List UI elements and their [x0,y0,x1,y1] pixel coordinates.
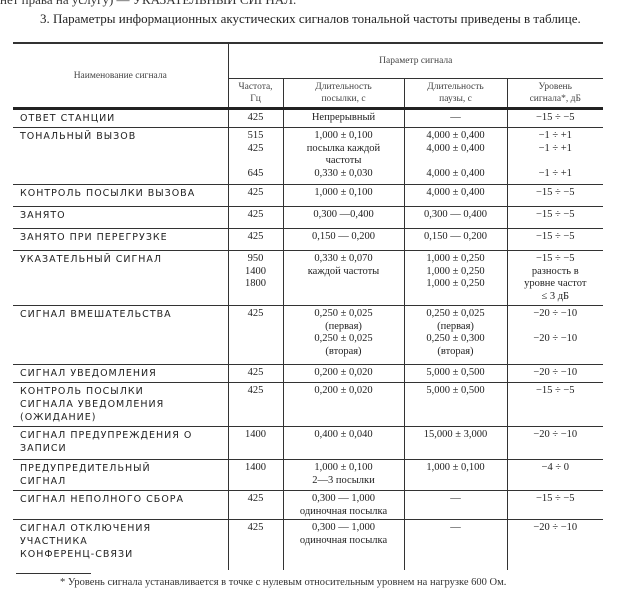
table-row: ОТВЕТ СТАНЦИИ 425 Непрерывный — −15 ÷ −5 [13,108,604,128]
signal-level-cell: −15 ÷ −5 [506,490,604,520]
pulse-duration-cell: 0,400 ± 0,040 [282,426,404,460]
frequency-cell: 425 [227,305,283,365]
signal-name-cell: ТОНАЛЬНЫЙ ВЫЗОВ [20,131,137,142]
pulse-duration-cell: 0,150 — 0,200 [282,228,404,251]
pause-duration-cell: — [403,519,507,570]
signal-level-cell: −15 ÷ −5 [506,382,604,427]
cut-off-previous-line: нет права на услугу) — УКАЗАТЕЛЬНЫЙ СИГН… [0,0,296,8]
header-frequency: Частота, Гц [227,78,283,110]
pulse-duration-cell: 0,250 ± 0,025 (первая) 0,250 ± 0,025 (вт… [282,305,404,365]
signal-name-cell: СИГНАЛ ПРЕДУПРЕЖДЕНИЯ О ЗАПИСИ [20,430,193,454]
pulse-duration-cell: 0,200 ± 0,020 [282,382,404,427]
header-pause-duration: Длительность паузы, с [403,78,507,110]
pause-duration-cell: 0,150 — 0,200 [403,228,507,251]
table-row: ЗАНЯТО 425 0,300 —0,400 0,300 — 0,400 −15 ÷ … [13,206,604,229]
table-row: СИГНАЛ НЕПОЛНОГО СБОРА 425 0,300 — 1,000 о… [13,490,604,520]
frequency-cell: 425 [227,490,283,520]
signal-level-cell: −15 ÷ −5 [506,184,604,207]
header-signal-parameter: Параметр сигнала [227,42,604,79]
frequency-cell: 425 [227,228,283,251]
table-row: ТОНАЛЬНЫЙ ВЫЗОВ 515 425 645 1,000 ± 0,100 … [13,127,604,185]
table-row: ПРЕДУПРЕДИТЕЛЬНЫЙ СИГНАЛ 1400 1,000 ± 0,10… [13,459,604,491]
signal-name-cell: УКАЗАТЕЛЬНЫЙ СИГНАЛ [20,254,163,265]
pause-duration-cell: 4,000 ± 0,400 [403,184,507,207]
signal-level-cell: −20 ÷ −10 [506,426,604,460]
frequency-cell: 515 425 645 [227,127,283,185]
pause-duration-cell: 4,000 ± 0,400 4,000 ± 0,400 4,000 ± 0,40… [403,127,507,185]
signal-level-cell: −15 ÷ −5 разность в уровне частот ≤ 3 дБ [506,250,604,306]
pause-duration-cell: 1,000 ± 0,100 [403,459,507,491]
signal-level-cell: −15 ÷ −5 [506,206,604,229]
pulse-duration-cell: 1,000 ± 0,100 2—3 посылки [282,459,404,491]
signal-level-cell: −15 ÷ −5 [506,108,604,128]
intro-paragraph: 3. Параметры информационных акустических… [40,11,581,26]
signal-name-cell: СИГНАЛ ОТКЛЮЧЕНИЯ УЧАСТНИКА КОНФЕРЕНЦ-СВ… [20,523,152,560]
frequency-cell: 425 [227,108,283,128]
signal-name-cell: ПРЕДУПРЕДИТЕЛЬНЫЙ СИГНАЛ [20,463,151,487]
header-signal-name: Наименование сигнала [13,42,228,110]
signal-level-cell: −15 ÷ −5 [506,228,604,251]
pause-duration-cell: — [403,108,507,128]
pause-duration-cell: 1,000 ± 0,250 1,000 ± 0,250 1,000 ± 0,25… [403,250,507,306]
footnote: * Уровень сигнала устанавливается в точк… [60,577,507,588]
pulse-duration-cell: 0,300 —0,400 [282,206,404,229]
table-row: СИГНАЛ УВЕДОМЛЕНИЯ 425 0,200 ± 0,020 5,000 … [13,364,604,383]
frequency-cell: 425 [227,382,283,427]
pause-duration-cell: 5,000 ± 0,500 [403,364,507,383]
frequency-cell: 425 [227,364,283,383]
pulse-duration-cell: Непрерывный [282,108,404,128]
signal-level-cell: −1 ÷ +1 −1 ÷ +1 −1 ÷ +1 [506,127,604,185]
table-row: ЗАНЯТО ПРИ ПЕРЕГРУЗКЕ 425 0,150 — 0,200 0,1… [13,228,604,251]
frequency-cell: 425 [227,184,283,207]
signal-name-cell: СИГНАЛ НЕПОЛНОГО СБОРА [20,494,185,505]
frequency-cell: 1400 [227,459,283,491]
pause-duration-cell: 0,300 — 0,400 [403,206,507,229]
frequency-cell: 425 [227,206,283,229]
header-signal-level: Уровень сигнала*, дБ [506,78,604,110]
frequency-cell: 950 1400 1800 [227,250,283,306]
signal-level-cell: −20 ÷ −10 [506,364,604,383]
signal-name-cell: СИГНАЛ ВМЕШАТЕЛЬСТВА [20,309,172,320]
signal-name-cell: СИГНАЛ УВЕДОМЛЕНИЯ [20,368,157,379]
signal-name-cell: КОНТРОЛЬ ПОСЫЛКИ ВЫЗОВА [20,188,196,199]
table-row: КОНТРОЛЬ ПОСЫЛКИ ВЫЗОВА 425 1,000 ± 0,100 4… [13,184,604,207]
frequency-cell: 425 [227,519,283,570]
table-row: УКАЗАТЕЛЬНЫЙ СИГНАЛ 950 1400 1800 0,330 ± … [13,250,604,306]
pulse-duration-cell: 0,330 ± 0,070 каждой частоты [282,250,404,306]
table-body: ОТВЕТ СТАНЦИИ 425 Непрерывный — −15 ÷ −5 ТОНА… [13,108,604,570]
signal-name-cell: ЗАНЯТО ПРИ ПЕРЕГРУЗКЕ [20,232,168,243]
pause-duration-cell: — [403,490,507,520]
signal-name-cell: ОТВЕТ СТАНЦИИ [20,113,116,124]
signal-level-cell: −4 ÷ 0 [506,459,604,491]
frequency-cell: 1400 [227,426,283,460]
pulse-duration-cell: 1,000 ± 0,100 посылка каждой частоты 0,3… [282,127,404,185]
table-row: СИГНАЛ ПРЕДУПРЕЖДЕНИЯ О ЗАПИСИ 1400 0,400 … [13,426,604,460]
table-row: КОНТРОЛЬ ПОСЫЛКИ СИГНАЛА УВЕДОМЛЕНИЯ (ОЖ… [13,382,604,427]
pulse-duration-cell: 1,000 ± 0,100 [282,184,404,207]
pause-duration-cell: 15,000 ± 3,000 [403,426,507,460]
pause-duration-cell: 0,250 ± 0,025 (первая) 0,250 ± 0,300 (вт… [403,305,507,365]
signal-level-cell: −20 ÷ −10 −20 ÷ −10 [506,305,604,365]
signal-name-cell: ЗАНЯТО [20,210,66,221]
pulse-duration-cell: 0,200 ± 0,020 [282,364,404,383]
table-row: СИГНАЛ ВМЕШАТЕЛЬСТВА 425 0,250 ± 0,025 (пе… [13,305,604,365]
signal-parameters-table: Наименование сигнала Параметр сигнала Ча… [13,42,604,570]
signal-name-cell: КОНТРОЛЬ ПОСЫЛКИ СИГНАЛА УВЕДОМЛЕНИЯ (ОЖ… [20,386,165,423]
table-row: СИГНАЛ ОТКЛЮЧЕНИЯ УЧАСТНИКА КОНФЕРЕНЦ-СВ… [13,519,604,570]
header-pulse-duration: Длительность посылки, с [282,78,404,110]
pause-duration-cell: 5,000 ± 0,500 [403,382,507,427]
footnote-divider [16,573,91,574]
pulse-duration-cell: 0,300 — 1,000 одиночная посылка [282,519,404,570]
pulse-duration-cell: 0,300 — 1,000 одиночная посылка [282,490,404,520]
signal-level-cell: −20 ÷ −10 [506,519,604,570]
